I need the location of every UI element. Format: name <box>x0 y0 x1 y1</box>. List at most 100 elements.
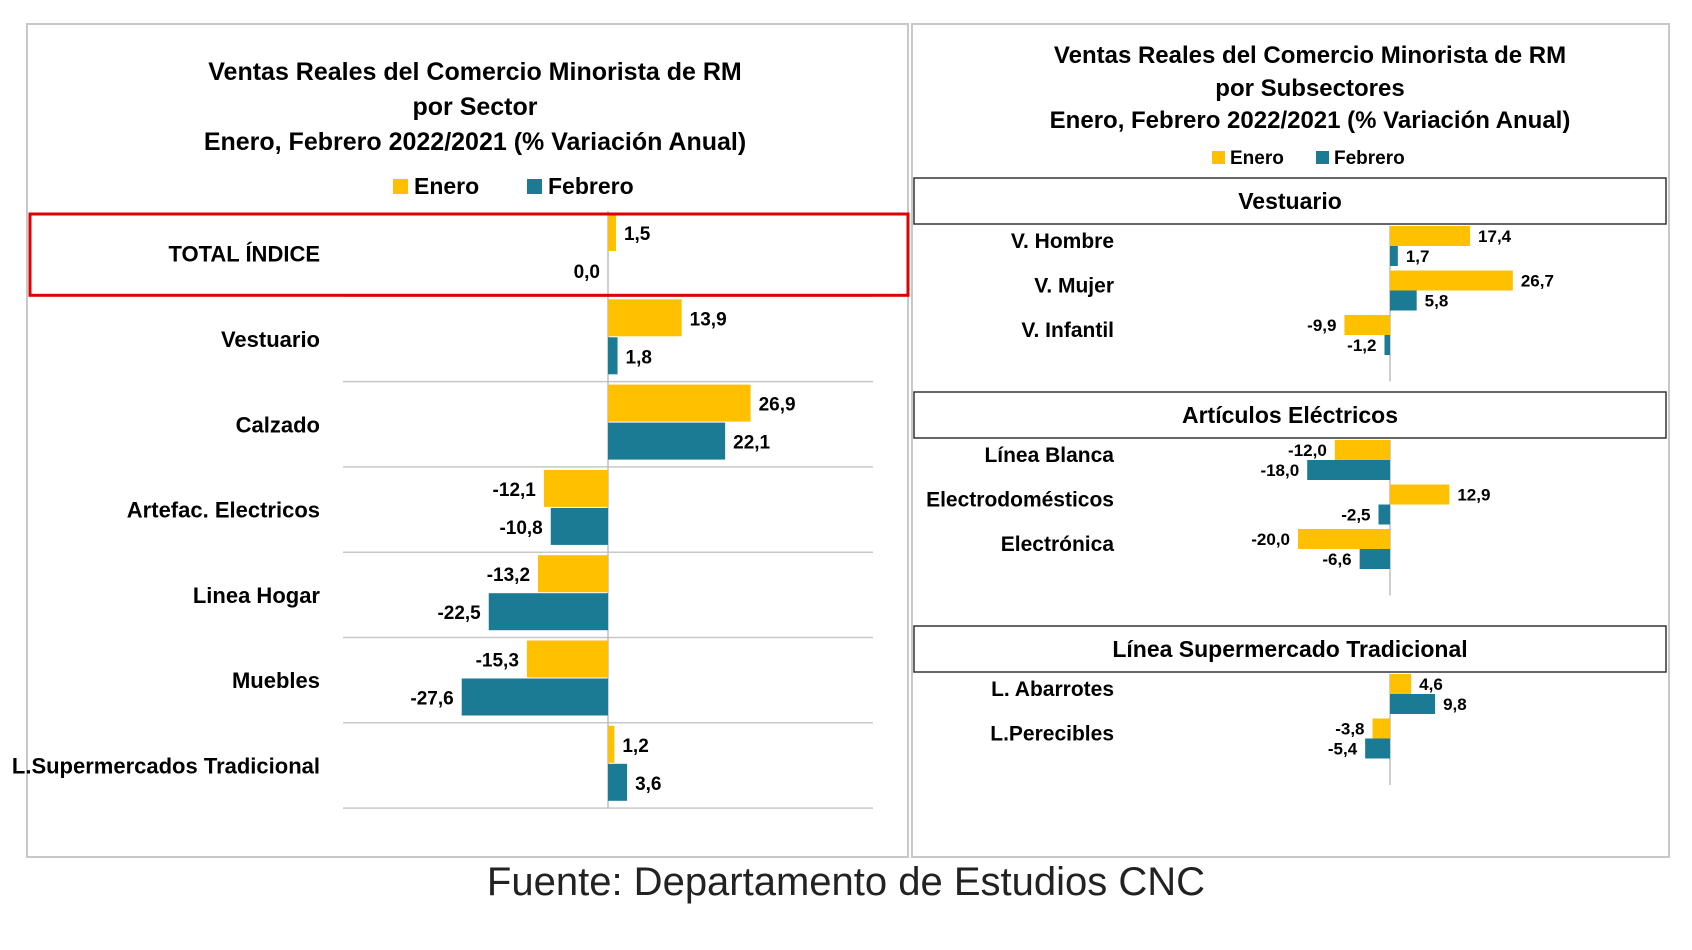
bar-enero-v-hombre <box>1390 226 1470 246</box>
category-label: L.Supermercados Tradicional <box>12 753 320 778</box>
bar-enero-total-indice <box>608 214 616 251</box>
legend-swatch-febrero <box>1316 151 1329 164</box>
bar-febrero-calzado <box>608 423 725 460</box>
subcategory-label: L. Abarrotes <box>991 678 1114 701</box>
category-label: Calzado <box>236 412 320 437</box>
data-label: 1,2 <box>622 736 648 757</box>
legend-swatch-enero <box>393 179 408 194</box>
bar-febrero-linea-hogar <box>489 593 608 630</box>
bar-enero-muebles <box>527 641 608 678</box>
subcategory-label: Electrónica <box>1001 533 1115 556</box>
bar-febrero-artefac-electricos <box>551 508 608 545</box>
subcategory-label: V. Hombre <box>1011 230 1114 253</box>
bar-enero-l-supermercados-tradicional <box>608 726 614 763</box>
group-title: Vestuario <box>1238 188 1342 214</box>
right-legend: Enero Febrero <box>1212 148 1405 169</box>
left-title-line-3: Enero, Febrero 2022/2021 (% Variación An… <box>204 128 746 156</box>
bar-febrero-linea-blanca <box>1307 460 1390 480</box>
left-title-line-1: Ventas Reales del Comercio Minorista de … <box>208 58 742 86</box>
bar-enero-linea-blanca <box>1335 440 1390 460</box>
data-label: -6,6 <box>1322 550 1351 569</box>
bar-enero-electronica <box>1298 529 1390 549</box>
data-label: 1,7 <box>1406 247 1430 266</box>
bar-enero-linea-hogar <box>538 555 608 592</box>
legend-swatch-febrero <box>527 179 542 194</box>
bar-febrero-vestuario <box>608 337 618 374</box>
data-label: -2,5 <box>1341 506 1370 525</box>
data-label: 4,6 <box>1419 675 1443 694</box>
category-label: Linea Hogar <box>193 583 321 608</box>
legend-label-enero: Enero <box>1230 148 1284 169</box>
data-label: 13,9 <box>690 309 727 330</box>
legend-swatch-enero <box>1212 151 1225 164</box>
highlight-box <box>30 214 908 295</box>
right-title-line-1: Ventas Reales del Comercio Minorista de … <box>1054 42 1566 69</box>
data-label: -5,4 <box>1328 740 1358 759</box>
subsector-chart: Ventas Reales del Comercio Minorista de … <box>914 42 1666 785</box>
data-label: 0,0 <box>574 262 600 283</box>
right-title-line-3: Enero, Febrero 2022/2021 (% Variación An… <box>1050 107 1571 134</box>
bar-febrero-electrodomesticos <box>1379 505 1391 525</box>
data-label: -13,2 <box>487 565 530 586</box>
category-label: TOTAL ÍNDICE <box>168 242 320 267</box>
group-title: Línea Supermercado Tradicional <box>1112 636 1467 662</box>
data-label: -20,0 <box>1251 530 1290 549</box>
bar-enero-v-mujer <box>1390 271 1513 291</box>
data-label: 1,8 <box>626 347 652 368</box>
data-label: -18,0 <box>1260 461 1299 480</box>
category-label: Vestuario <box>221 327 320 352</box>
data-label: -15,3 <box>476 651 519 672</box>
subcategory-label: V. Infantil <box>1021 319 1114 342</box>
data-label: -9,9 <box>1307 316 1336 335</box>
bar-febrero-l-perecibles <box>1365 739 1390 759</box>
bar-enero-artefac-electricos <box>544 470 608 507</box>
bar-enero-electrodomesticos <box>1390 485 1449 505</box>
data-label: 26,9 <box>759 395 796 416</box>
subcategory-label: Electrodomésticos <box>926 489 1114 512</box>
bar-febrero-v-mujer <box>1390 291 1417 311</box>
subcategory-label: V. Mujer <box>1034 275 1114 298</box>
bar-enero-v-infantil <box>1344 315 1390 335</box>
data-label: 17,4 <box>1478 227 1512 246</box>
legend-label-enero: Enero <box>414 173 479 199</box>
bar-febrero-v-hombre <box>1390 246 1398 266</box>
bar-enero-calzado <box>608 385 751 422</box>
data-label: 3,6 <box>635 774 661 795</box>
category-label: Muebles <box>232 668 320 693</box>
data-label: 22,1 <box>733 433 770 454</box>
bar-febrero-muebles <box>462 679 608 716</box>
category-label: Artefac. Electricos <box>127 498 320 523</box>
left-plot-area: TOTAL ÍNDICE 1,5 0,0 Vestuario 13,9 1,8 Calzad… <box>12 211 908 808</box>
data-label: -12,0 <box>1288 441 1327 460</box>
bar-enero-vestuario <box>608 299 682 336</box>
bar-enero-l-perecibles <box>1373 719 1390 739</box>
data-label: -22,5 <box>437 603 481 624</box>
right-title-line-2: por Subsectores <box>1215 75 1404 102</box>
data-label: 1,5 <box>624 224 651 245</box>
data-label: 9,8 <box>1443 695 1467 714</box>
subcategory-label: L.Perecibles <box>990 723 1114 746</box>
bar-febrero-v-infantil <box>1384 335 1390 355</box>
data-label: 12,9 <box>1457 486 1490 505</box>
subcategory-label: Línea Blanca <box>984 444 1114 467</box>
data-label: -27,6 <box>410 689 453 710</box>
data-label: -10,8 <box>499 518 542 539</box>
legend-label-febrero: Febrero <box>1334 148 1405 169</box>
source-note: Fuente: Departamento de Estudios CNC <box>0 860 1692 905</box>
data-label: 5,8 <box>1425 292 1449 311</box>
bar-febrero-l-abarrotes <box>1390 694 1435 714</box>
right-plot-area: Vestuario V. Hombre 17,4 1,7 V. Mujer 26,7 5,8… <box>914 178 1666 785</box>
data-label: -12,1 <box>493 480 537 501</box>
bar-febrero-electronica <box>1360 549 1390 569</box>
group-title: Artículos Eléctricos <box>1182 402 1398 428</box>
bar-febrero-l-supermercados-tradicional <box>608 764 627 801</box>
left-legend: Enero Febrero <box>393 173 634 199</box>
legend-label-febrero: Febrero <box>548 173 634 199</box>
data-label: 26,7 <box>1521 272 1554 291</box>
data-label: -3,8 <box>1335 720 1364 739</box>
left-title-line-2: por Sector <box>412 93 537 121</box>
data-label: -1,2 <box>1347 336 1376 355</box>
bar-enero-l-abarrotes <box>1390 674 1411 694</box>
sector-chart: Ventas Reales del Comercio Minorista de … <box>12 58 908 808</box>
